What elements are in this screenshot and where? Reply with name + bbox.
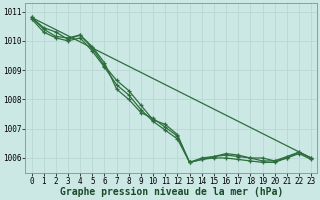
- X-axis label: Graphe pression niveau de la mer (hPa): Graphe pression niveau de la mer (hPa): [60, 187, 283, 197]
